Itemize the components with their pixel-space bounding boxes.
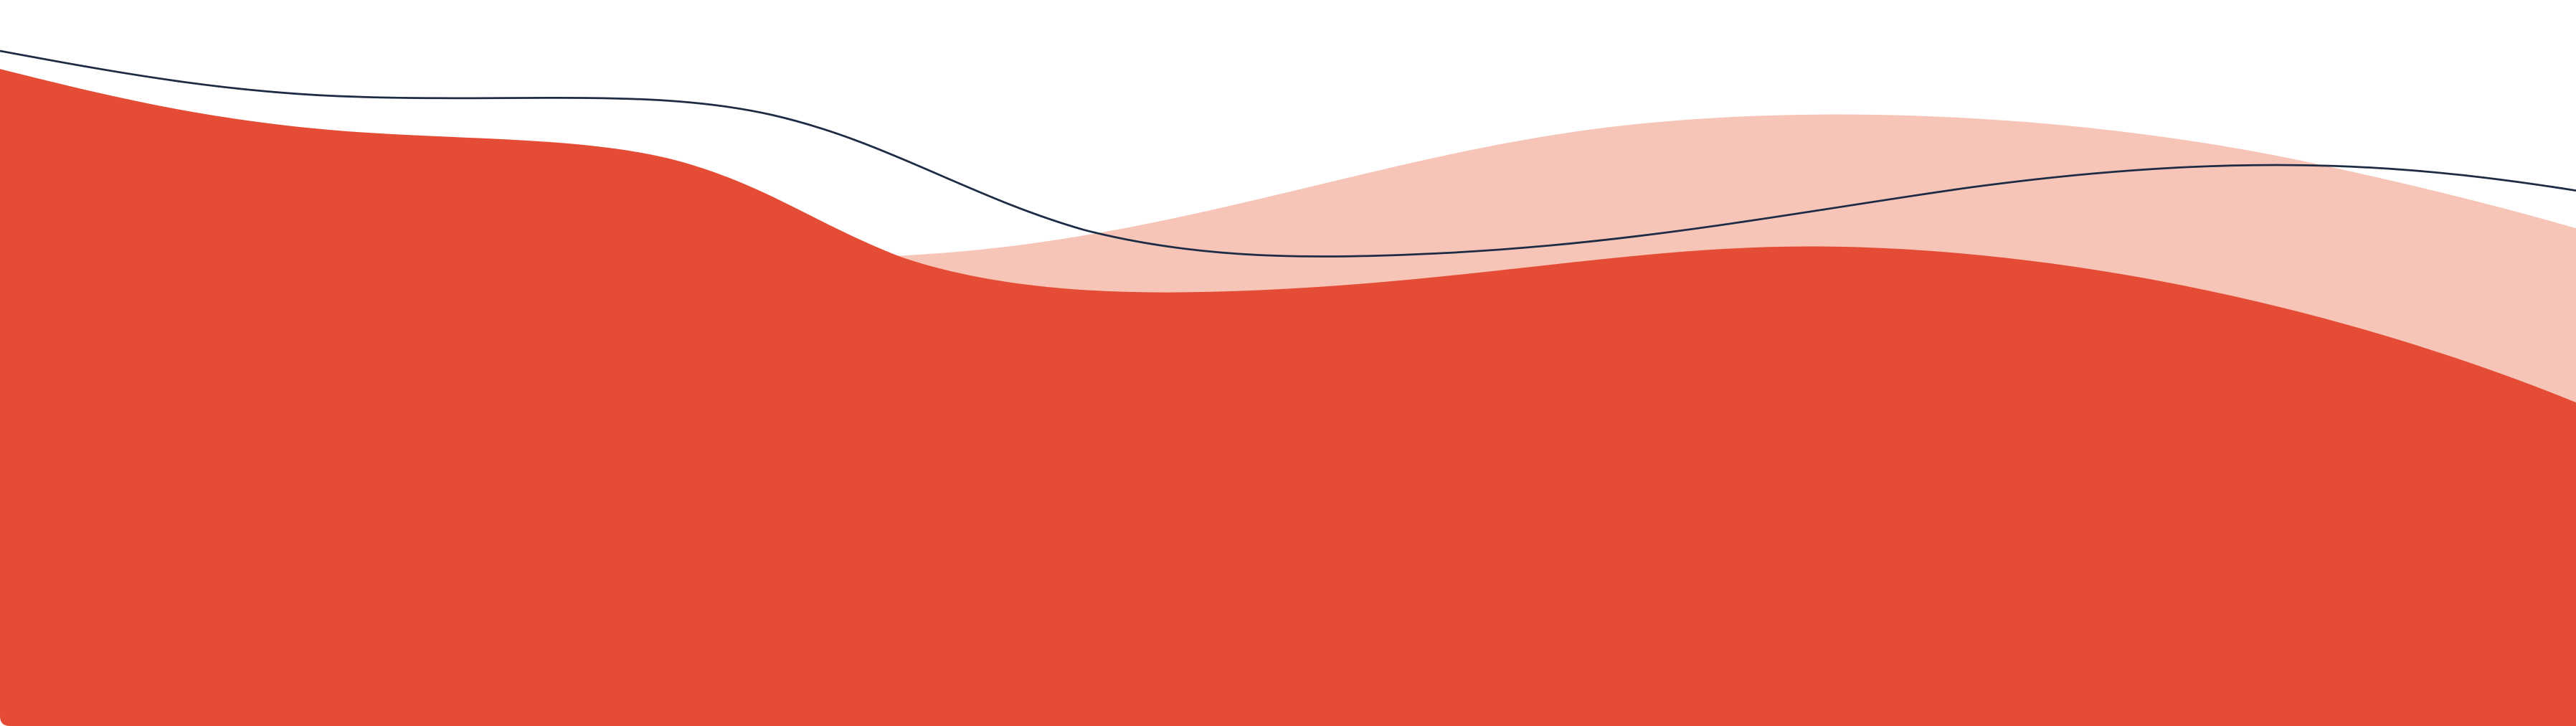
front-wave bbox=[0, 69, 2576, 726]
outline-wave bbox=[0, 50, 2576, 258]
